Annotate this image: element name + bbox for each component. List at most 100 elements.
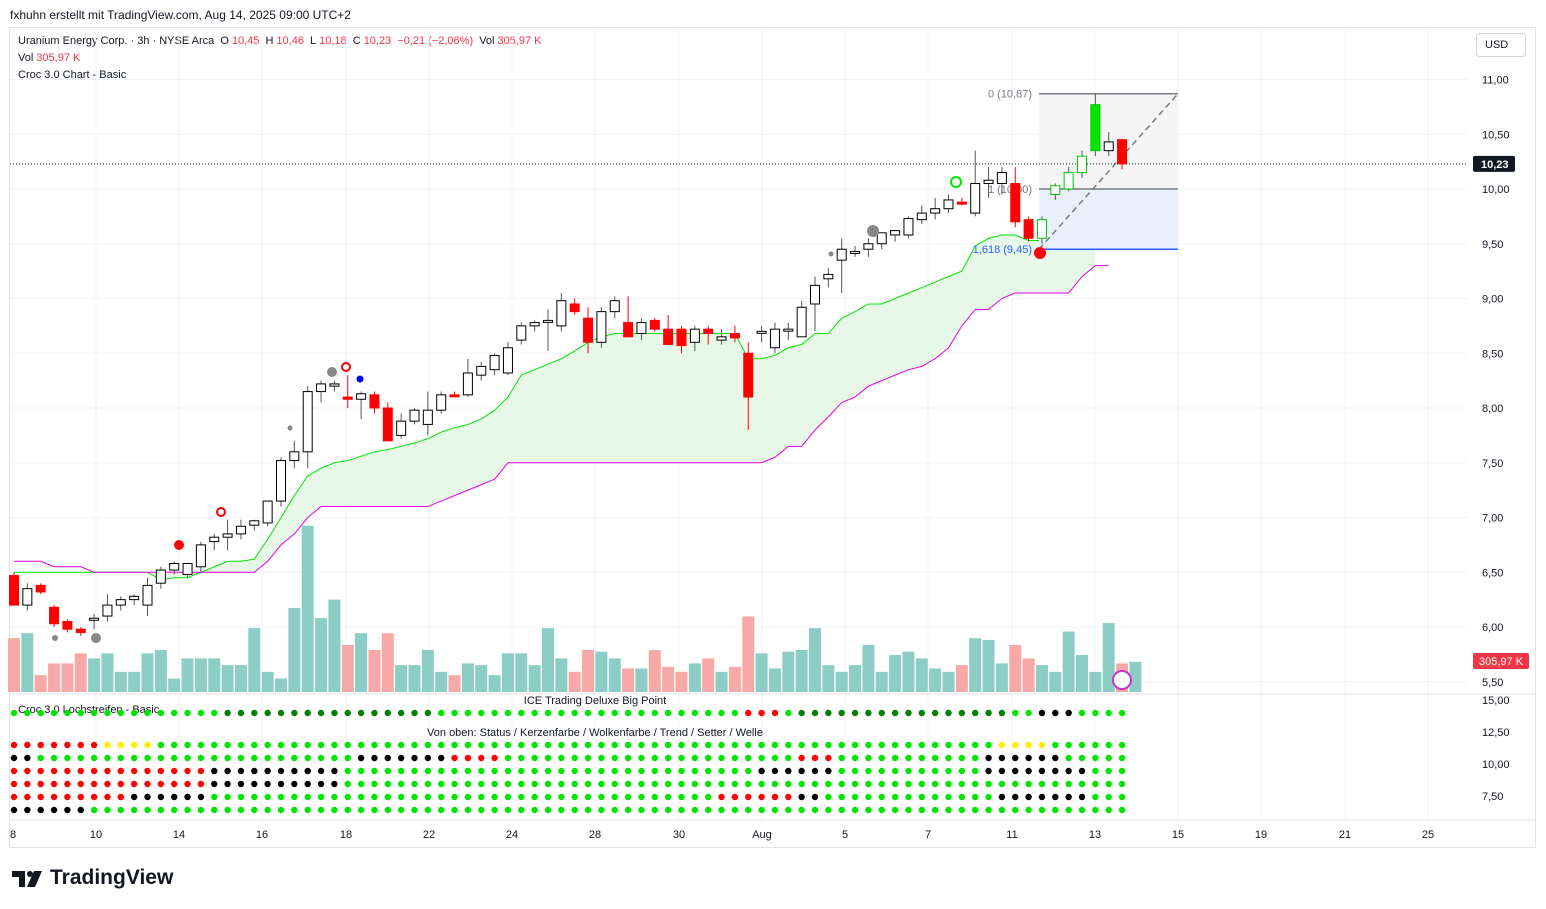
dot	[411, 793, 418, 801]
dot	[1092, 741, 1099, 749]
dot	[211, 780, 218, 788]
dot	[878, 741, 885, 749]
dot	[10, 793, 18, 801]
dot	[117, 793, 125, 801]
dot	[758, 767, 765, 775]
dot	[117, 806, 125, 814]
dot	[77, 754, 84, 762]
dot	[931, 780, 939, 788]
dot	[64, 767, 71, 775]
dot	[64, 754, 71, 762]
volume-bar	[715, 671, 728, 692]
volume-bar	[555, 658, 568, 692]
dot	[905, 793, 912, 801]
volume-bar	[862, 644, 875, 692]
dot	[1052, 767, 1059, 775]
candle-body	[1063, 172, 1074, 190]
dot	[1038, 767, 1046, 775]
dot	[37, 754, 44, 762]
candle-body	[970, 183, 981, 214]
dot	[130, 806, 138, 814]
dot	[651, 741, 658, 749]
dot	[745, 793, 752, 801]
dot	[237, 806, 245, 814]
lower-pane-title: ICE Trading Deluxe Big Point	[524, 695, 666, 707]
dot	[945, 754, 952, 762]
dot	[851, 709, 859, 717]
dot	[384, 767, 391, 775]
dot	[117, 767, 125, 775]
time-tick: 7	[925, 829, 931, 841]
price-tick: 9,50	[1482, 239, 1503, 251]
volume-bar	[622, 668, 635, 692]
dot	[531, 793, 538, 801]
dot	[451, 806, 458, 814]
dot	[1052, 780, 1059, 788]
dot	[905, 754, 912, 762]
dot	[745, 741, 752, 749]
dot	[384, 754, 391, 762]
dot	[571, 741, 578, 749]
indicator-legend[interactable]: Croc 3.0 Chart - Basic	[18, 69, 127, 81]
dot	[985, 767, 992, 775]
cloud	[14, 197, 1109, 581]
dot	[384, 709, 391, 717]
tradingview-logo[interactable]: TradingView	[12, 866, 173, 890]
time-tick: 24	[506, 829, 518, 841]
dot	[691, 806, 699, 814]
dot	[1025, 754, 1032, 762]
dot	[438, 741, 445, 749]
fib-label: 0 (10,87)	[988, 89, 1032, 101]
dot	[785, 806, 792, 814]
dot	[397, 780, 405, 788]
dot	[24, 709, 31, 717]
dot	[77, 793, 84, 801]
dot	[918, 767, 925, 775]
dot	[304, 780, 311, 788]
dot	[357, 793, 365, 801]
dot	[464, 767, 472, 775]
dot	[865, 793, 872, 801]
dot	[357, 754, 365, 762]
open-value: 10,45	[231, 35, 260, 47]
dot	[504, 741, 512, 749]
dot	[758, 741, 765, 749]
dot	[24, 767, 31, 775]
dot	[798, 806, 805, 814]
volume-bar	[995, 663, 1008, 692]
dot	[838, 780, 845, 788]
dot	[1092, 709, 1099, 717]
dot	[37, 806, 44, 814]
candle-body	[89, 617, 100, 621]
dot	[1025, 806, 1032, 814]
dot	[972, 767, 979, 775]
candle-body	[209, 536, 220, 543]
currency-button[interactable]: USD	[1476, 33, 1526, 57]
dot	[251, 806, 258, 814]
dot	[931, 793, 939, 801]
dot	[197, 741, 205, 749]
dot	[811, 806, 819, 814]
candle-body	[996, 172, 1007, 185]
volume-bar	[408, 665, 421, 692]
volume-bar	[648, 650, 661, 692]
dot	[224, 754, 231, 762]
lower-tick: 12,50	[1482, 727, 1510, 739]
dot	[598, 780, 605, 788]
dot	[50, 741, 58, 749]
dot	[531, 767, 538, 775]
volume-bar	[849, 665, 862, 692]
dot	[611, 709, 618, 717]
symbol-info[interactable]: Uranium Energy Corp. · 3h · NYSE Arca	[18, 35, 215, 47]
volume-bar	[74, 653, 87, 692]
dot	[237, 754, 245, 762]
volume-bars	[8, 525, 1142, 692]
signal-marker	[867, 225, 879, 237]
dot	[77, 780, 84, 788]
dot	[985, 806, 992, 814]
dot	[972, 793, 979, 801]
volume-bar	[475, 665, 488, 692]
volume-bar	[1089, 671, 1102, 692]
dot	[558, 767, 565, 775]
